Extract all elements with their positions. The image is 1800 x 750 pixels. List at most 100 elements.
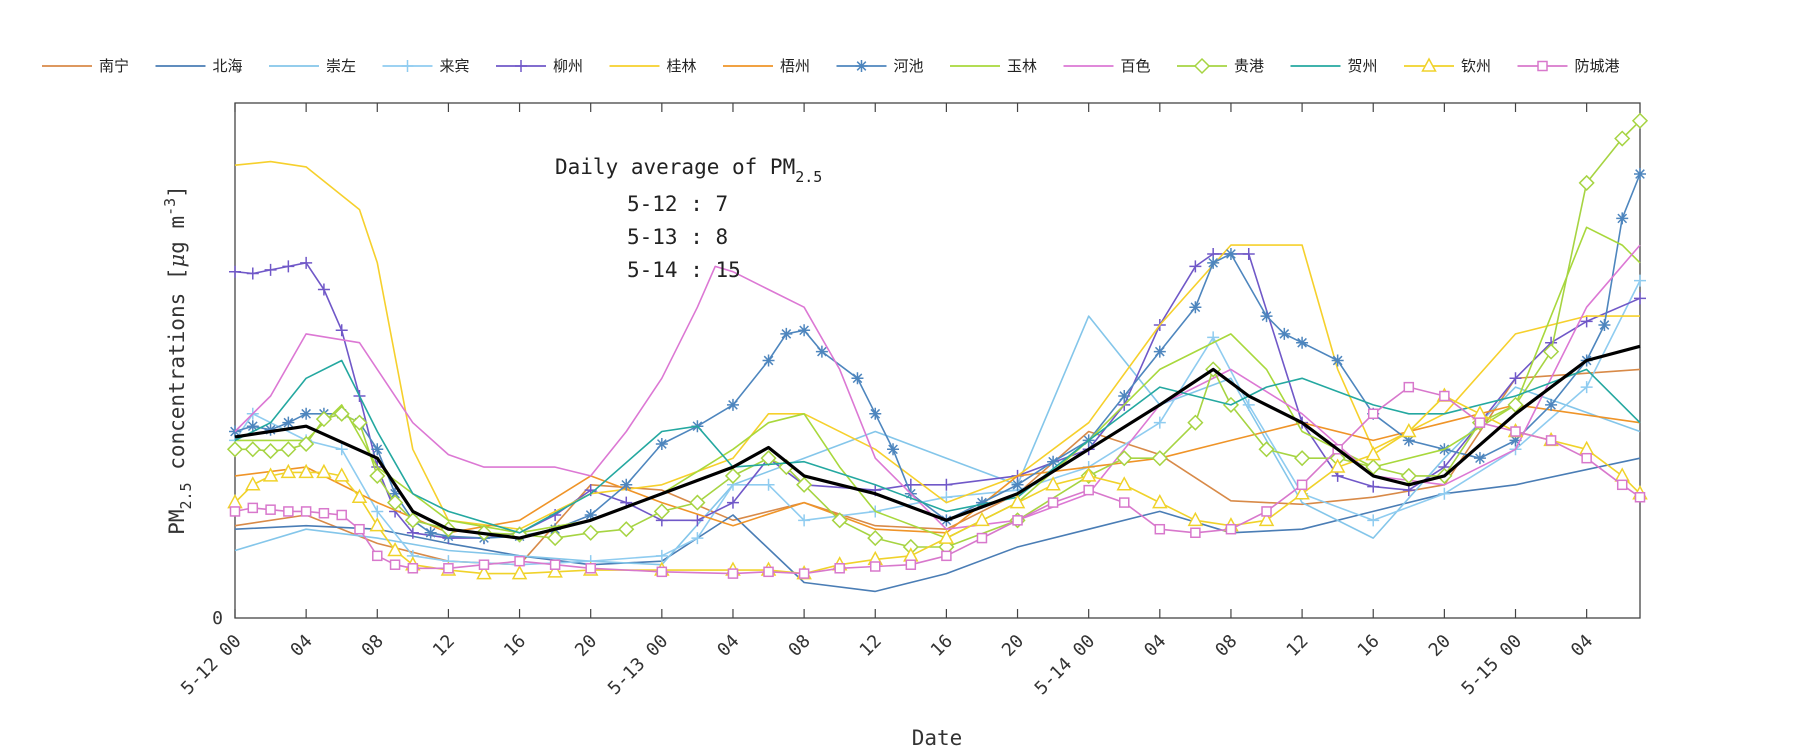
data-point: [1296, 336, 1309, 349]
data-point: [585, 563, 596, 574]
data-point: [300, 256, 313, 269]
legend-item: 玉林: [950, 57, 1037, 75]
annotation-line-3: 5-14 : 15: [627, 258, 741, 282]
legend-item: 贺州: [1290, 57, 1378, 75]
series-line: [235, 226, 1641, 539]
data-point: [1294, 450, 1311, 467]
series-line: [234, 280, 1641, 566]
data-point: [1367, 480, 1380, 493]
data-point: [549, 559, 561, 570]
data-point: [245, 476, 261, 491]
data-point: [424, 526, 437, 539]
data-point: [300, 506, 312, 517]
data-point: [229, 425, 241, 438]
data-point: [315, 411, 332, 428]
legend-marker: [1537, 60, 1548, 72]
x-tick-label: 20: [571, 631, 601, 661]
data-point: [1510, 426, 1521, 437]
data-point: [283, 506, 294, 517]
data-point: [1116, 450, 1133, 467]
data-point: [1011, 478, 1024, 491]
series-河池: [229, 168, 1646, 545]
data-point: [1009, 493, 1026, 509]
data-point: [1278, 327, 1291, 340]
data-point: [318, 507, 330, 519]
data-point: [1401, 422, 1417, 438]
data-point: [1258, 511, 1275, 527]
data-point: [300, 407, 313, 420]
legend-label: 来宾: [440, 57, 470, 75]
data-point: [1474, 417, 1486, 428]
legend-marker: [1421, 57, 1437, 72]
data-point: [867, 530, 884, 547]
data-point: [547, 563, 563, 578]
legend-marker: [1193, 57, 1211, 75]
data-point: [333, 467, 350, 482]
legend-item: 梧州: [723, 57, 810, 75]
data-point: [1598, 318, 1611, 331]
annotation-title: Daily average of PM2.5: [555, 155, 822, 186]
data-point: [1331, 354, 1344, 367]
data-point: [1225, 523, 1237, 535]
data-point: [1190, 527, 1201, 539]
data-point: [691, 532, 704, 545]
data-point: [547, 530, 564, 547]
legend-label: 桂林: [667, 57, 697, 75]
data-point: [1152, 493, 1168, 509]
data-point: [763, 566, 774, 578]
daily-average-annotation: Daily average of PM2.5 5-12 : 7 5-13 : 8…: [555, 155, 822, 282]
data-point: [1614, 467, 1630, 482]
data-point: [903, 547, 919, 562]
series-贺州: [234, 359, 1641, 534]
x-tick-label: 04: [713, 631, 743, 661]
x-tick-label: 12: [856, 631, 886, 661]
data-point: [1189, 301, 1202, 314]
data-point: [336, 509, 347, 521]
legend-item: 来宾: [382, 57, 470, 75]
data-point: [938, 529, 955, 544]
legend-marker: [515, 60, 527, 72]
data-point: [1581, 452, 1592, 464]
legend-label: 河池: [894, 57, 924, 75]
x-tick-label: 08: [784, 631, 814, 661]
svg-text:PM2.5 concentrations [μg m-3]: PM2.5 concentrations [μg m-3]: [161, 185, 195, 535]
legend-item: 钦州: [1404, 57, 1491, 75]
data-point: [1151, 450, 1168, 467]
data-point: [1616, 479, 1628, 491]
data-point: [298, 463, 314, 479]
data-point: [1047, 497, 1059, 508]
x-tick-label: 08: [358, 631, 388, 661]
series-group: [226, 112, 1649, 593]
data-point: [1296, 479, 1308, 491]
data-point: [1260, 310, 1273, 323]
data-point: [443, 563, 454, 574]
data-point: [264, 263, 277, 276]
x-axis-title: Date: [912, 726, 963, 750]
data-point: [1580, 381, 1593, 394]
x-tick-label: 5-15 00: [1458, 631, 1526, 699]
data-point: [780, 327, 793, 340]
annotation-line-1: 5-12 : 7: [627, 192, 728, 216]
series-line: [234, 315, 1641, 566]
data-point: [372, 550, 383, 562]
series-line: [234, 457, 1641, 593]
data-point: [282, 416, 295, 429]
data-point: [940, 491, 953, 504]
data-point: [1189, 260, 1202, 273]
legend-label: 贵港: [1234, 57, 1264, 75]
data-point: [317, 283, 330, 296]
data-point: [280, 441, 297, 458]
series-防城港: [229, 381, 1646, 579]
data-point: [1187, 511, 1204, 527]
data-point: [834, 563, 845, 574]
data-point: [264, 423, 277, 436]
x-tick-label: 16: [500, 631, 530, 661]
series-百色: [234, 244, 1641, 530]
data-point: [244, 441, 261, 458]
x-tick-label: 5-13 00: [604, 631, 672, 699]
legend-label: 百色: [1121, 57, 1151, 75]
data-point: [1545, 435, 1557, 446]
data-point: [976, 532, 988, 544]
data-point: [316, 463, 332, 479]
data-point: [1631, 112, 1649, 129]
